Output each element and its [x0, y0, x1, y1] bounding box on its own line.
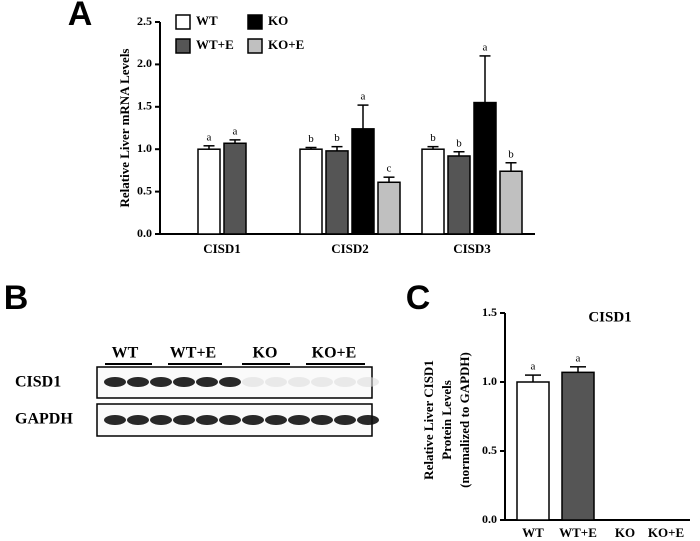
significance-letter: a [207, 131, 212, 143]
significance-letter: a [233, 125, 238, 137]
y-axis-label: (normalized to GAPDH) [457, 352, 472, 488]
band [173, 377, 195, 387]
band [288, 377, 310, 387]
x-tick-label: KO [615, 525, 635, 540]
bar [473, 101, 497, 235]
y-tick-label: 2.0 [137, 56, 152, 70]
y-tick-label: 0.0 [482, 512, 497, 526]
blot-row-label: GAPDH [15, 411, 73, 428]
band [242, 377, 264, 387]
band [311, 377, 333, 387]
bar [447, 155, 471, 235]
band [104, 415, 126, 425]
band [265, 377, 287, 387]
bar [325, 150, 349, 235]
band [127, 415, 149, 425]
x-tick-label: CISD2 [331, 241, 369, 256]
y-tick-label: 1.0 [482, 374, 497, 388]
significance-letter: a [576, 352, 581, 364]
lane-group-label: KO+E [312, 345, 357, 362]
band [150, 415, 172, 425]
legend-label: KO [268, 13, 288, 28]
lane-group-label: WT+E [170, 345, 216, 362]
band [311, 415, 333, 425]
band [357, 377, 379, 387]
significance-letter: a [361, 91, 366, 103]
lane-group-label: KO [253, 345, 278, 362]
bar [421, 148, 445, 235]
band [288, 415, 310, 425]
significance-letter: b [508, 148, 514, 160]
band [150, 377, 172, 387]
band [219, 415, 241, 425]
band [265, 415, 287, 425]
bar [377, 181, 401, 235]
bar [197, 148, 221, 235]
x-tick-label: WT [522, 525, 544, 540]
significance-letter: b [334, 132, 340, 144]
y-tick-label: 2.5 [137, 14, 152, 28]
blot-bands [104, 377, 379, 425]
band [357, 415, 379, 425]
x-tick-label: WT+E [559, 525, 597, 540]
band [196, 415, 218, 425]
significance-letter: a [483, 41, 488, 53]
significance-letter: a [531, 361, 536, 373]
y-tick-label: 0.5 [137, 183, 152, 197]
lane-group-label: WT [112, 345, 139, 362]
band [334, 415, 356, 425]
band [196, 377, 218, 387]
band [242, 415, 264, 425]
bar [223, 142, 247, 235]
y-tick-label: 1.5 [482, 305, 497, 319]
bar [516, 381, 550, 521]
bar [299, 148, 323, 235]
blot-row-label: CISD1 [15, 374, 61, 391]
significance-letter: b [430, 132, 436, 144]
band [219, 377, 241, 387]
x-tick-label: KO+E [648, 525, 684, 540]
legend-label: WT [196, 13, 218, 28]
y-tick-label: 1.0 [137, 141, 152, 155]
band [127, 377, 149, 387]
y-tick-label: 0.5 [482, 443, 497, 457]
y-tick-label: 0.0 [137, 226, 152, 240]
panel-label: B [4, 279, 29, 317]
panel-label: C [406, 279, 431, 317]
legend-label: KO+E [268, 37, 304, 52]
legend-swatch [247, 38, 263, 54]
legend-swatch [247, 14, 263, 30]
significance-letter: b [308, 133, 314, 145]
panel-label: A [68, 0, 93, 33]
significance-letter: b [456, 137, 462, 149]
bar [499, 170, 523, 235]
y-axis-label: Relative Liver mRNA Levels [117, 49, 132, 208]
y-axis-label: Protein Levels [439, 380, 454, 460]
band [104, 377, 126, 387]
y-tick-label: 1.5 [137, 99, 152, 113]
legend-label: WT+E [196, 37, 234, 52]
legend-swatch [175, 38, 191, 54]
bar [351, 128, 375, 235]
band [334, 377, 356, 387]
bar [561, 371, 595, 521]
x-tick-label: CISD3 [453, 241, 491, 256]
band [173, 415, 195, 425]
x-tick-label: CISD1 [203, 241, 241, 256]
chart-title: CISD1 [588, 309, 631, 325]
y-axis-label: Relative Liver CISD1 [421, 360, 436, 480]
significance-letter: c [387, 163, 392, 175]
legend-swatch [175, 14, 191, 30]
